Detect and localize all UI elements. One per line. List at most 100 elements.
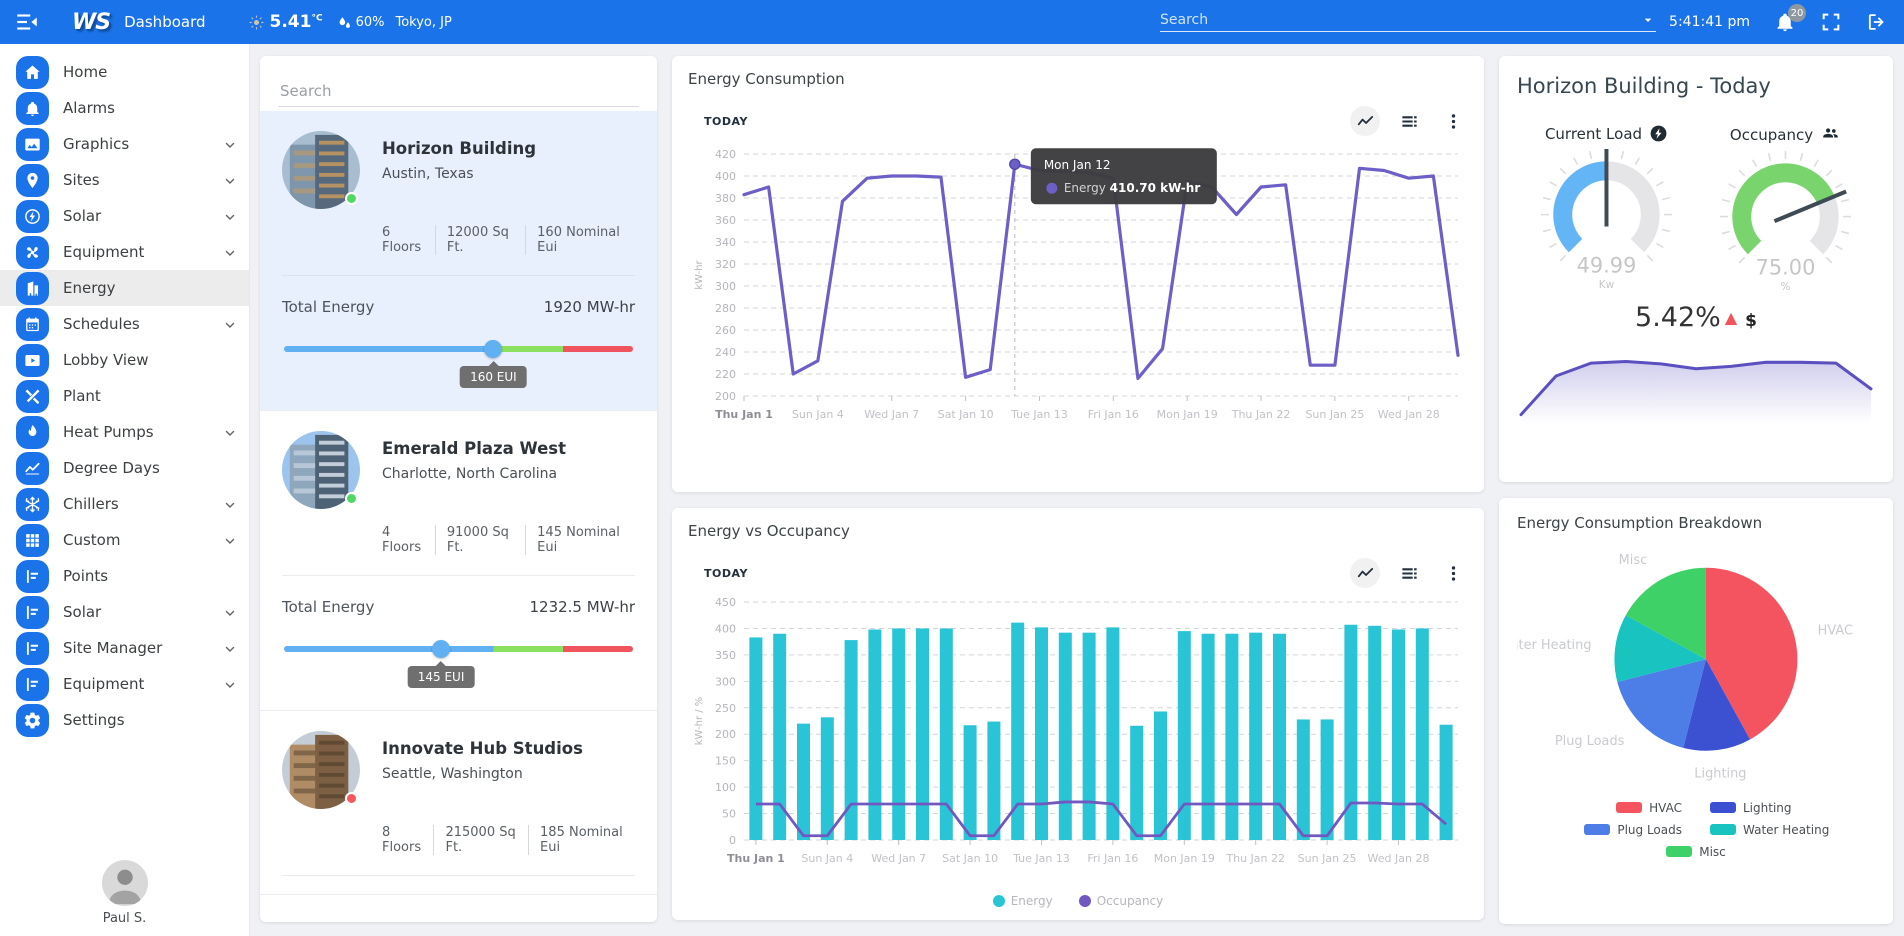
svg-text:Sun Jan 4: Sun Jan 4: [801, 852, 853, 865]
app-logo[interactable]: WS: [72, 9, 111, 35]
sidebar-item-label: Schedules: [63, 315, 140, 333]
floors: 6 Floors: [382, 225, 422, 255]
user-avatar[interactable]: [101, 860, 148, 906]
breakdown-legend-misc[interactable]: Misc: [1517, 845, 1875, 859]
svg-text:Sun Jan 25: Sun Jan 25: [1298, 852, 1357, 865]
line-chart-view-icon[interactable]: [1350, 106, 1380, 136]
sidebar-item-graphics[interactable]: Graphics: [0, 126, 249, 162]
sidebar-item-label: Custom: [63, 531, 121, 549]
sidebar-item-chillers[interactable]: Chillers: [0, 486, 249, 522]
sidebar-item-label: Settings: [63, 711, 125, 729]
chevron-down-icon: [223, 497, 237, 511]
chevron-down-icon: [223, 137, 237, 151]
sidebar-item-solar[interactable]: Solar: [0, 198, 249, 234]
line-chart-view-icon[interactable]: [1350, 558, 1380, 588]
buildings-panel: Horizon Building Austin, Texas 6 Floors …: [260, 56, 657, 922]
status-dot: [345, 792, 358, 805]
schedules-icon: [16, 307, 49, 341]
chevron-down-icon: [223, 605, 237, 619]
building-photo: [282, 131, 360, 209]
eui-slider[interactable]: 160 EUI: [284, 340, 633, 388]
period-label: TODAY: [704, 566, 748, 580]
equipment-icon: [16, 235, 49, 269]
charts-column: Energy Consumption TODAY 200 220 240 260 280…: [672, 56, 1484, 924]
sidebar-item-equipment[interactable]: Equipment: [0, 234, 249, 270]
building-card-3[interactable]: Innovate Hub Studios Seattle, Washington…: [260, 711, 657, 895]
occupancy-gauge: Occupancy 75.00%: [1696, 124, 1875, 300]
logout-icon[interactable]: [1866, 11, 1888, 33]
building-stats: 8 Floors 215000 Sq Ft. 185 Nominal Eui: [382, 825, 635, 855]
table-view-icon[interactable]: [1394, 106, 1424, 136]
breakdown-legend-plug-loads[interactable]: Plug Loads: [1538, 823, 1696, 837]
breakdown-legend: HVAC Lighting Plug Loads Water Heating M…: [1517, 797, 1875, 863]
slider-track[interactable]: [284, 346, 633, 352]
sidebar-item-equipment[interactable]: Equipment: [0, 666, 249, 702]
sidebar-item-settings[interactable]: Settings: [0, 702, 249, 738]
energy-vs-occupancy-chart[interactable]: 0 50 100 150 200 250 300 350 400 450 Thu Jan 1 Su…: [688, 590, 1468, 890]
menu-fold-icon[interactable]: [14, 9, 40, 35]
sidebar-item-label: Lobby View: [63, 351, 149, 369]
building-card-2[interactable]: Emerald Plaza West Charlotte, North Caro…: [260, 411, 657, 711]
building-card-1[interactable]: Horizon Building Austin, Texas 6 Floors …: [260, 111, 657, 411]
breakdown-legend-hvac[interactable]: HVAC: [1538, 801, 1696, 815]
chevron-down-icon[interactable]: [1640, 12, 1656, 28]
gauges-row: Current Load 49.99 Kw Occupancy 75.00%: [1517, 124, 1875, 300]
user-name: Paul S.: [102, 911, 147, 926]
sidebar-item-lobby-view[interactable]: Lobby View: [0, 342, 249, 378]
sidebar-item-home[interactable]: Home: [0, 54, 249, 90]
sidebar-item-points[interactable]: Points: [0, 558, 249, 594]
svg-text:Kw: Kw: [1599, 279, 1615, 291]
svg-text:320: 320: [715, 258, 736, 271]
sidebar-item-label: Solar: [63, 207, 102, 225]
sidebar-item-alarms[interactable]: Alarms: [0, 90, 249, 126]
svg-text:Thu Jan 1: Thu Jan 1: [727, 852, 785, 865]
breakdown-legend-lighting[interactable]: Lighting: [1696, 801, 1854, 815]
sidebar-item-sites[interactable]: Sites: [0, 162, 249, 198]
sidebar-item-label: Alarms: [63, 99, 115, 117]
legend-item-occupancy[interactable]: Occupancy: [1078, 894, 1163, 908]
cost-delta: 5.42% ▲ $: [1517, 302, 1875, 333]
sidebar-item-site-manager[interactable]: Site Manager: [0, 630, 249, 666]
sidebar-item-schedules[interactable]: Schedules: [0, 306, 249, 342]
chart-legend: Energy Occupancy: [688, 890, 1468, 916]
humidity-icon: [336, 15, 351, 30]
topbar-search-input[interactable]: [1160, 9, 1656, 32]
svg-text:Wed Jan 7: Wed Jan 7: [871, 852, 926, 865]
buildings-search-input[interactable]: [278, 76, 639, 107]
sidebar-item-label: Solar: [63, 603, 102, 621]
chart-toolbar: TODAY: [688, 556, 1468, 590]
sidebar-item-heat-pumps[interactable]: Heat Pumps: [0, 414, 249, 450]
sidebar-item-label: Equipment: [63, 675, 145, 693]
sidebar-item-energy[interactable]: Energy: [0, 270, 249, 306]
sidebar-item-solar[interactable]: Solar: [0, 594, 249, 630]
kebab-menu-icon[interactable]: [1438, 558, 1468, 588]
sidebar-item-plant[interactable]: Plant: [0, 378, 249, 414]
slider-track[interactable]: [284, 646, 633, 652]
chevron-down-icon: [223, 245, 237, 259]
sidebar: Home Alarms Graphics Sites Solar Equipme…: [0, 44, 250, 936]
kebab-menu-icon[interactable]: [1438, 106, 1468, 136]
breakdown-legend-water-heating[interactable]: Water Heating: [1696, 823, 1854, 837]
sidebar-item-degree-days[interactable]: Degree Days: [0, 450, 249, 486]
notifications-bell-icon[interactable]: 20: [1774, 4, 1806, 33]
fullscreen-icon[interactable]: [1820, 11, 1842, 33]
svg-text:Mon Jan 19: Mon Jan 19: [1157, 408, 1218, 421]
table-view-icon[interactable]: [1394, 558, 1424, 588]
svg-text:200: 200: [715, 390, 736, 403]
svg-text:Mon Jan 12: Mon Jan 12: [1044, 158, 1111, 172]
svg-text:380: 380: [715, 192, 736, 205]
sidebar-item-label: Equipment: [63, 243, 145, 261]
nominal-eui: 160 Nominal Eui: [525, 225, 635, 255]
svg-text:100: 100: [715, 781, 736, 794]
gauge-label: Occupancy: [1729, 125, 1814, 144]
slider-handle[interactable]: [432, 640, 451, 658]
current-load-gauge: Current Load 49.99 Kw: [1517, 124, 1696, 300]
legend-item-energy[interactable]: Energy: [992, 894, 1053, 908]
topbar-search: [1160, 9, 1656, 35]
slider-handle[interactable]: [484, 340, 503, 358]
chart-title: Energy vs Occupancy: [688, 522, 850, 540]
energy-consumption-chart[interactable]: 200 220 240 260 280 300 320 340 360 380 400 420 Thu…: [688, 138, 1468, 470]
eui-slider[interactable]: 145 EUI: [284, 640, 633, 688]
sidebar-item-custom[interactable]: Custom: [0, 522, 249, 558]
svg-text:Thu Jan 1: Thu Jan 1: [715, 408, 773, 421]
